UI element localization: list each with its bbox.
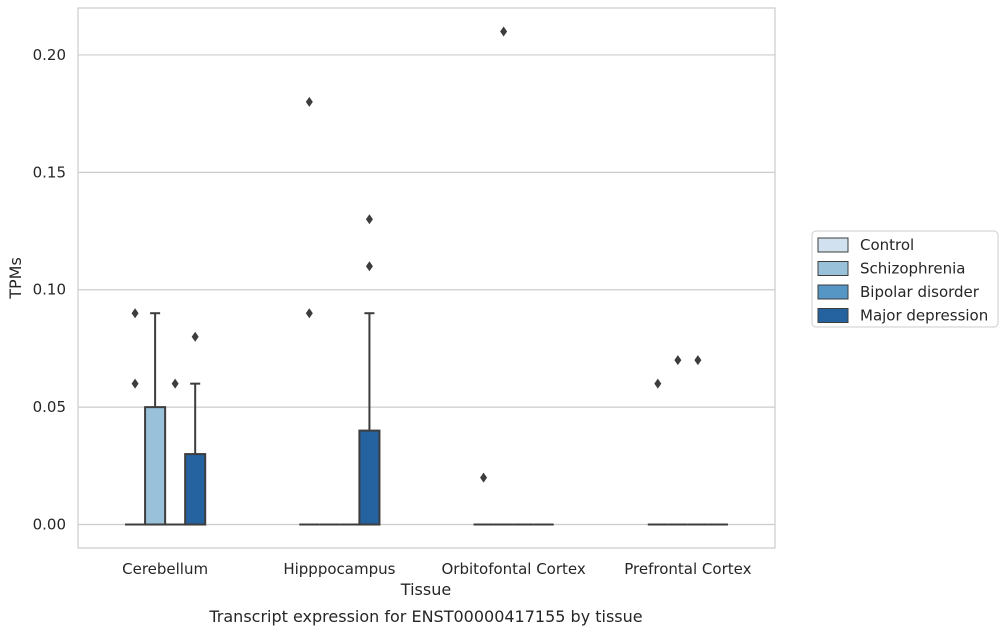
outlier-point [674,355,682,366]
legend-label: Control [860,236,914,254]
box-group [144,312,167,526]
boxes [125,26,728,526]
box-group [125,308,146,526]
x-tick-label: Orbitofontal Cortex [442,560,586,578]
x-tick-label: Prefrontal Cortex [624,560,751,578]
x-tick-label: Hipppocampus [283,560,395,578]
box [184,453,207,526]
outlier-point [191,331,199,342]
outlier-point [305,96,313,107]
y-axis-label: TPMs [6,257,25,300]
plot-frame [77,7,776,549]
legend: Control Schizophrenia Bipolar disorder Majo… [811,230,999,328]
legend-swatch [817,261,849,276]
box-group [299,96,320,526]
chart-caption: Transcript expression for ENST0000041715… [208,607,642,626]
box-group [358,214,381,526]
outlier-point [171,378,179,389]
legend-item: Major depression [817,307,988,325]
box-group [493,26,514,526]
legend-frame [811,230,999,328]
x-tick-label: Cerebellum [122,560,208,578]
outlier-point [480,472,488,483]
y-tick-label: 0.00 [33,516,66,534]
box-group [647,378,668,526]
box [358,429,381,526]
legend-swatch [817,308,849,323]
legend-label: Major depression [860,307,988,325]
box-group [473,472,494,526]
grid-lines [78,54,775,526]
legend-label: Bipolar disorder [860,283,980,301]
box [144,406,167,526]
legend-swatch [817,284,849,300]
outlier-point [694,355,702,366]
outlier-point [365,214,373,225]
legend-item: Bipolar disorder [817,283,980,301]
box-group [165,378,186,526]
legend-swatch [817,237,849,253]
y-tick-label: 0.20 [33,46,66,64]
legend-item: Schizophrenia [817,260,965,278]
x-axis-label: Tissue [400,580,451,599]
outlier-point [500,26,508,37]
y-tick-label: 0.15 [33,163,66,181]
x-tick-labels: Cerebellum Hipppocampus Orbitofontal Corte… [122,560,751,578]
y-tick-label: 0.05 [33,398,66,416]
legend-item: Control [817,236,914,254]
box-group [687,355,708,526]
outlier-point [131,308,139,319]
legend-label: Schizophrenia [860,260,965,278]
y-tick-label: 0.10 [33,281,66,299]
outlier-point [365,261,373,272]
legend-items: Control Schizophrenia Bipolar disorder Majo… [817,236,988,325]
y-tick-labels: 0.00 0.05 0.10 0.15 0.20 [33,46,66,534]
outlier-point [654,378,662,389]
box-group [184,331,207,526]
box-group [667,355,688,526]
outlier-point [131,378,139,389]
outlier-point [305,308,313,319]
